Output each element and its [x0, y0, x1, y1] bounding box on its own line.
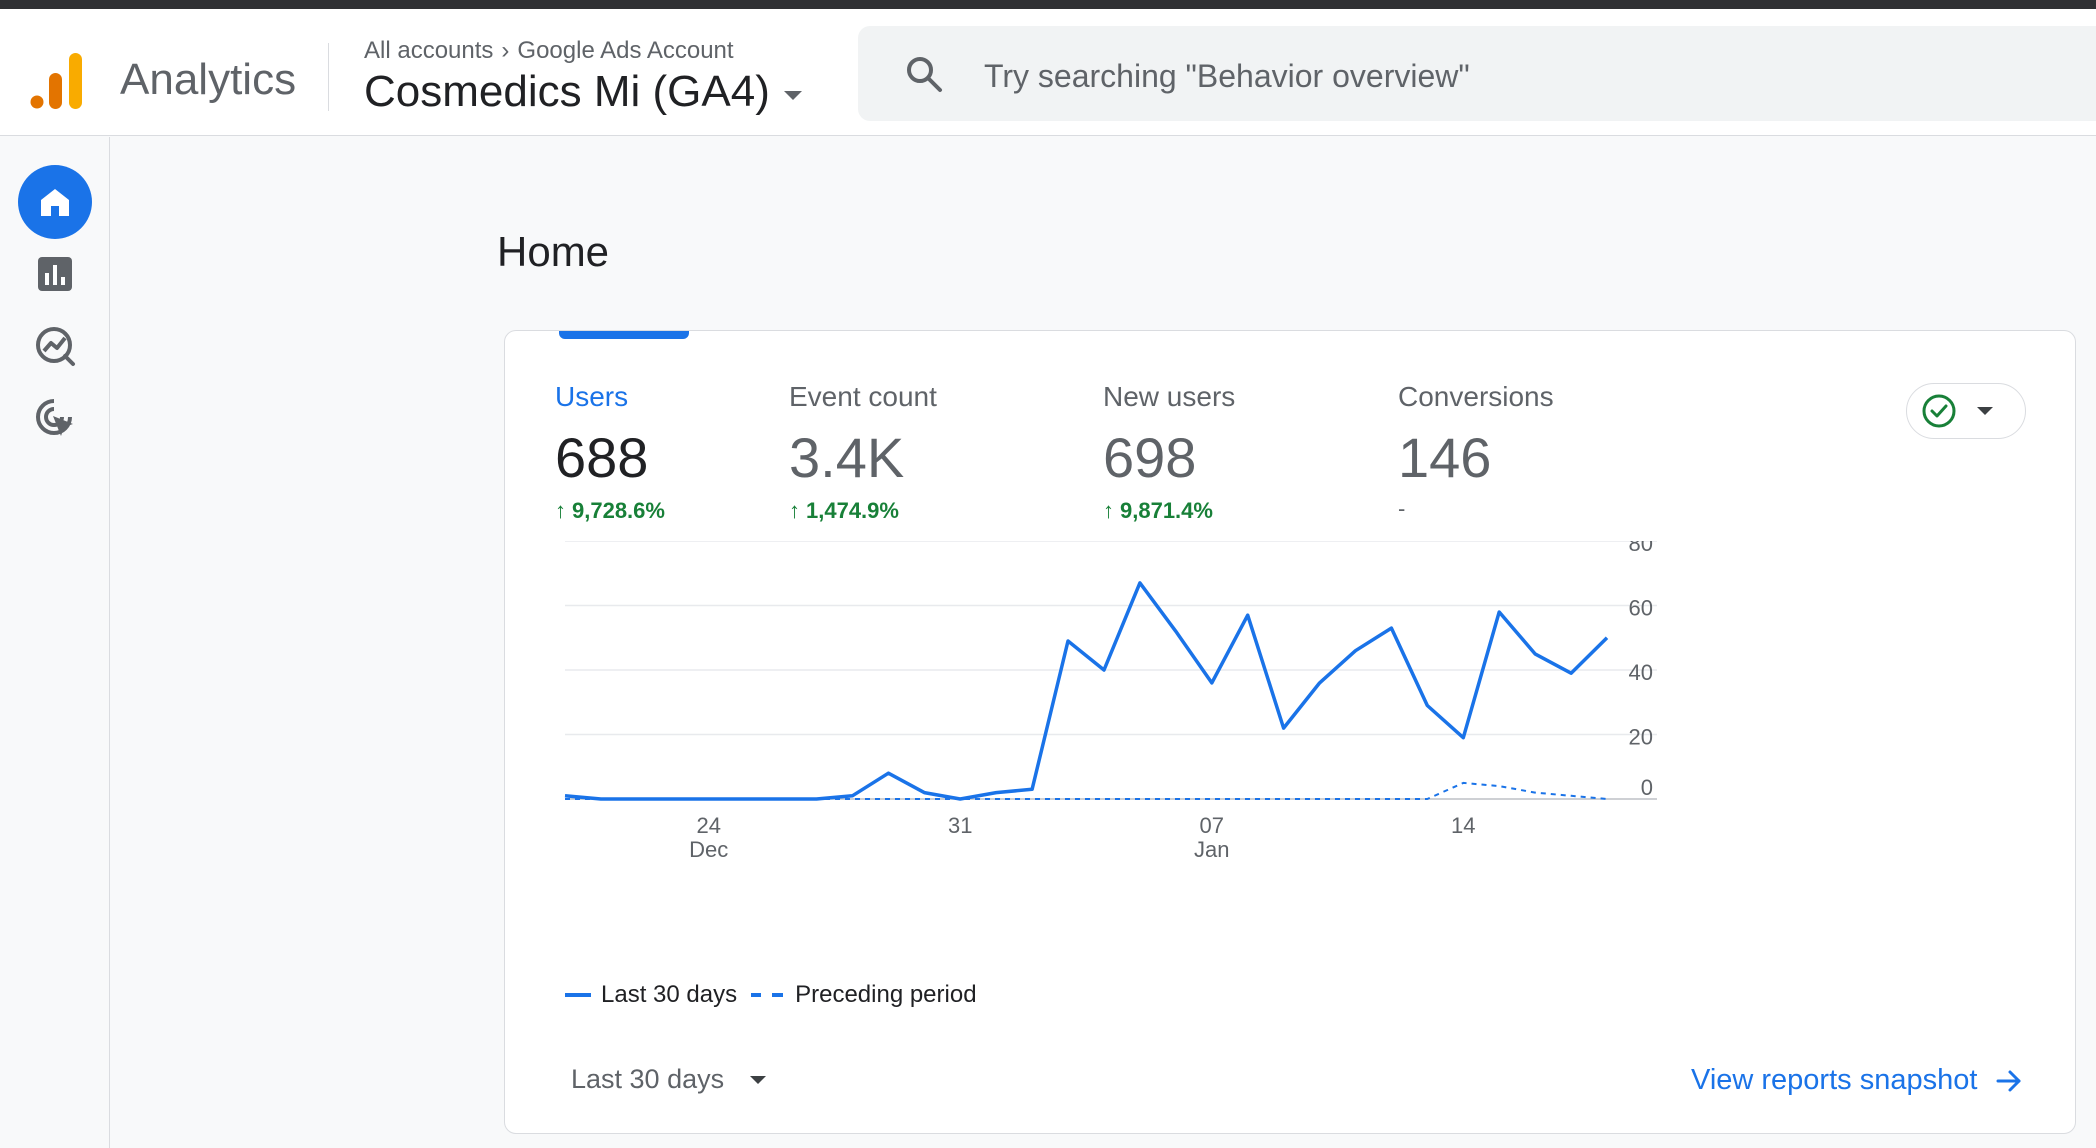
y-tick-label: 80	[1629, 541, 1653, 556]
metric-label: Conversions	[1398, 381, 1554, 412]
window-top-strip	[0, 0, 2096, 9]
dropdown-arrow-icon	[783, 90, 802, 100]
nav-home-button[interactable]	[18, 165, 92, 239]
active-tab-indicator	[559, 331, 689, 339]
snapshot-link-label: View reports snapshot	[1691, 1064, 1978, 1096]
y-tick-label: 20	[1629, 725, 1653, 750]
legend-swatch-dashed	[751, 993, 784, 997]
arrow-right-icon	[1996, 1070, 2021, 1091]
page-title: Home	[497, 228, 610, 275]
breadcrumb-all-accounts[interactable]: All accounts	[364, 37, 494, 64]
legend-label-previous: Preceding period	[795, 981, 977, 1008]
arrow-up-icon: ↑	[789, 498, 800, 523]
legend-label-current: Last 30 days	[601, 981, 738, 1008]
data-quality-status-button[interactable]	[1906, 383, 2026, 439]
series-line-last-30-days	[564, 581, 1609, 801]
arrow-up-icon: ↑	[555, 498, 566, 523]
metric-delta: ↑ 1,474.9%	[789, 498, 899, 523]
metric-value: 698	[1103, 426, 1197, 489]
dropdown-arrow-icon	[750, 1075, 767, 1084]
search-bar[interactable]: Try searching "Behavior overview"	[858, 26, 2096, 121]
series-line-preceding-period	[565, 781, 1608, 800]
x-tick-label: 07	[1200, 813, 1224, 838]
metric-label: Event count	[789, 381, 937, 412]
analytics-logo-icon[interactable]	[30, 51, 86, 111]
overview-card: Users 688 ↑ 9,728.6% Event count 3.4K ↑ 1,…	[504, 330, 2076, 1134]
metric-value: 146	[1398, 426, 1492, 489]
metric-delta: ↑ 9,871.4%	[1103, 498, 1213, 523]
metric-delta: -	[1398, 496, 1406, 521]
view-reports-snapshot-link[interactable]: View reports snapshot	[1691, 1064, 2023, 1097]
x-tick-sublabel: Dec	[689, 837, 728, 862]
nav-rail	[0, 137, 110, 1148]
y-tick-label: 60	[1629, 596, 1653, 621]
header-divider	[328, 43, 329, 111]
property-name: Cosmedics Mi (GA4)	[364, 67, 770, 116]
chart-legend: Last 30 days Preceding period	[565, 981, 991, 1009]
x-tick-label: 31	[948, 813, 972, 838]
breadcrumb-account[interactable]: Google Ads Account	[517, 37, 734, 64]
date-range-label: Last 30 days	[571, 1064, 725, 1094]
y-tick-label: 0	[1641, 775, 1653, 800]
legend-item-current: Last 30 days	[565, 981, 737, 1009]
x-tick-label: 24	[696, 813, 720, 838]
x-tick-sublabel: Jan	[1194, 837, 1229, 862]
arrow-up-icon: ↑	[1103, 498, 1114, 523]
explore-icon	[36, 327, 75, 366]
metric-value: 3.4K	[789, 426, 905, 489]
advertising-icon	[36, 399, 73, 436]
search-icon	[907, 57, 942, 92]
breadcrumb[interactable]: All accounts › Google Ads Account	[364, 37, 734, 65]
metric-label: New users	[1103, 381, 1236, 412]
nav-reports-button[interactable]	[18, 237, 92, 311]
home-icon	[41, 189, 69, 216]
metric-conversions[interactable]: Conversions 146 -	[1398, 381, 1554, 522]
chevron-right-icon: ›	[501, 37, 510, 64]
metric-value: 688	[555, 426, 649, 489]
date-range-selector[interactable]: Last 30 days	[571, 1064, 767, 1095]
app-header: Analytics All accounts › Google Ads Acco…	[0, 9, 2096, 136]
check-circle-icon	[1922, 394, 1956, 428]
x-tick-label: 14	[1451, 813, 1475, 838]
legend-swatch-solid	[565, 993, 591, 997]
metric-label: Users	[555, 381, 629, 412]
property-selector[interactable]: Cosmedics Mi (GA4)	[364, 67, 802, 117]
metric-users[interactable]: Users 688 ↑ 9,728.6%	[555, 381, 665, 524]
app-name: Analytics	[120, 55, 297, 104]
dropdown-arrow-icon	[1977, 407, 1993, 415]
metric-event-count[interactable]: Event count 3.4K ↑ 1,474.9%	[789, 381, 937, 524]
search-placeholder: Try searching "Behavior overview"	[984, 58, 1470, 94]
nav-advertising-button[interactable]	[18, 381, 92, 455]
nav-explore-button[interactable]	[18, 309, 92, 383]
y-tick-label: 40	[1629, 660, 1653, 685]
legend-item-previous: Preceding period	[751, 981, 977, 1009]
reports-icon	[38, 257, 72, 291]
metric-delta: ↑ 9,728.6%	[555, 498, 665, 523]
metric-new-users[interactable]: New users 698 ↑ 9,871.4%	[1103, 381, 1235, 524]
